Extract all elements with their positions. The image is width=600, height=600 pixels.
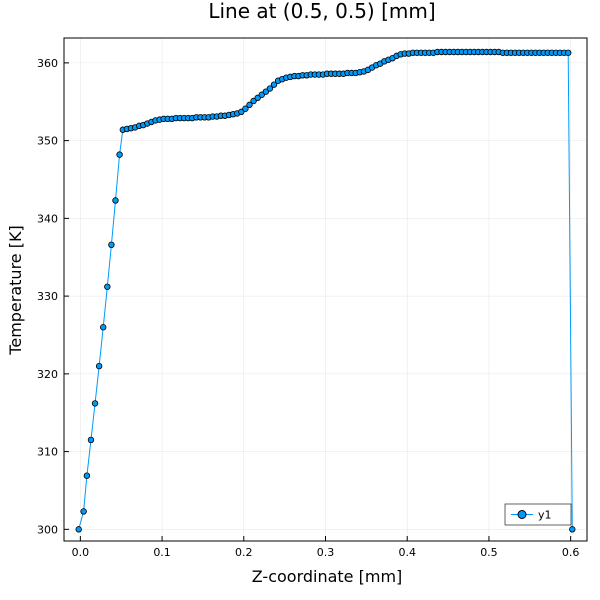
data-point — [116, 151, 123, 158]
y-tick-label: 340 — [37, 212, 58, 225]
data-point — [87, 436, 95, 444]
x-tick-label: 0.1 — [153, 546, 171, 559]
data-point — [266, 85, 274, 92]
grid-lines — [64, 38, 587, 541]
x-tick-label: 0.4 — [398, 546, 416, 559]
data-point — [246, 101, 253, 109]
chart-title: Line at (0.5, 0.5) [mm] — [208, 0, 435, 23]
data-point — [104, 283, 111, 290]
x-tick-label: 0.3 — [317, 546, 335, 559]
y-tick-label: 360 — [37, 57, 58, 70]
data-point — [75, 526, 82, 533]
series-markers-y1 — [75, 48, 576, 533]
y-tick-label: 320 — [37, 368, 58, 381]
y-tick-label: 350 — [37, 135, 58, 148]
data-point — [569, 526, 576, 533]
data-point — [242, 105, 249, 112]
data-point — [91, 400, 99, 407]
data-point — [83, 472, 91, 479]
data-point — [100, 324, 107, 331]
y-axis: 300 310 320 330 340 350 360 — [37, 57, 69, 536]
data-point — [112, 197, 119, 204]
x-tick-label: 0.2 — [235, 546, 253, 559]
x-axis-label: Z-coordinate [mm] — [252, 567, 403, 586]
data-point — [565, 49, 572, 56]
y-tick-label: 300 — [37, 523, 58, 536]
data-point — [270, 81, 278, 88]
y-tick-label: 330 — [37, 290, 58, 303]
data-point — [108, 241, 115, 248]
legend-label-y1: y1 — [538, 509, 552, 522]
x-axis: 0.0 0.1 0.2 0.3 0.4 0.5 0.6 — [72, 536, 580, 559]
y-axis-label: Temperature [K] — [6, 225, 25, 355]
legend-box — [504, 503, 572, 526]
legend: y1 — [504, 503, 572, 526]
data-point — [80, 508, 87, 515]
x-tick-label: 0.0 — [72, 546, 90, 559]
legend-marker-y1 — [517, 510, 527, 519]
y-tick-label: 310 — [37, 446, 58, 459]
x-tick-label: 0.5 — [480, 546, 498, 559]
x-tick-label: 0.6 — [562, 546, 580, 559]
data-point — [95, 362, 103, 370]
